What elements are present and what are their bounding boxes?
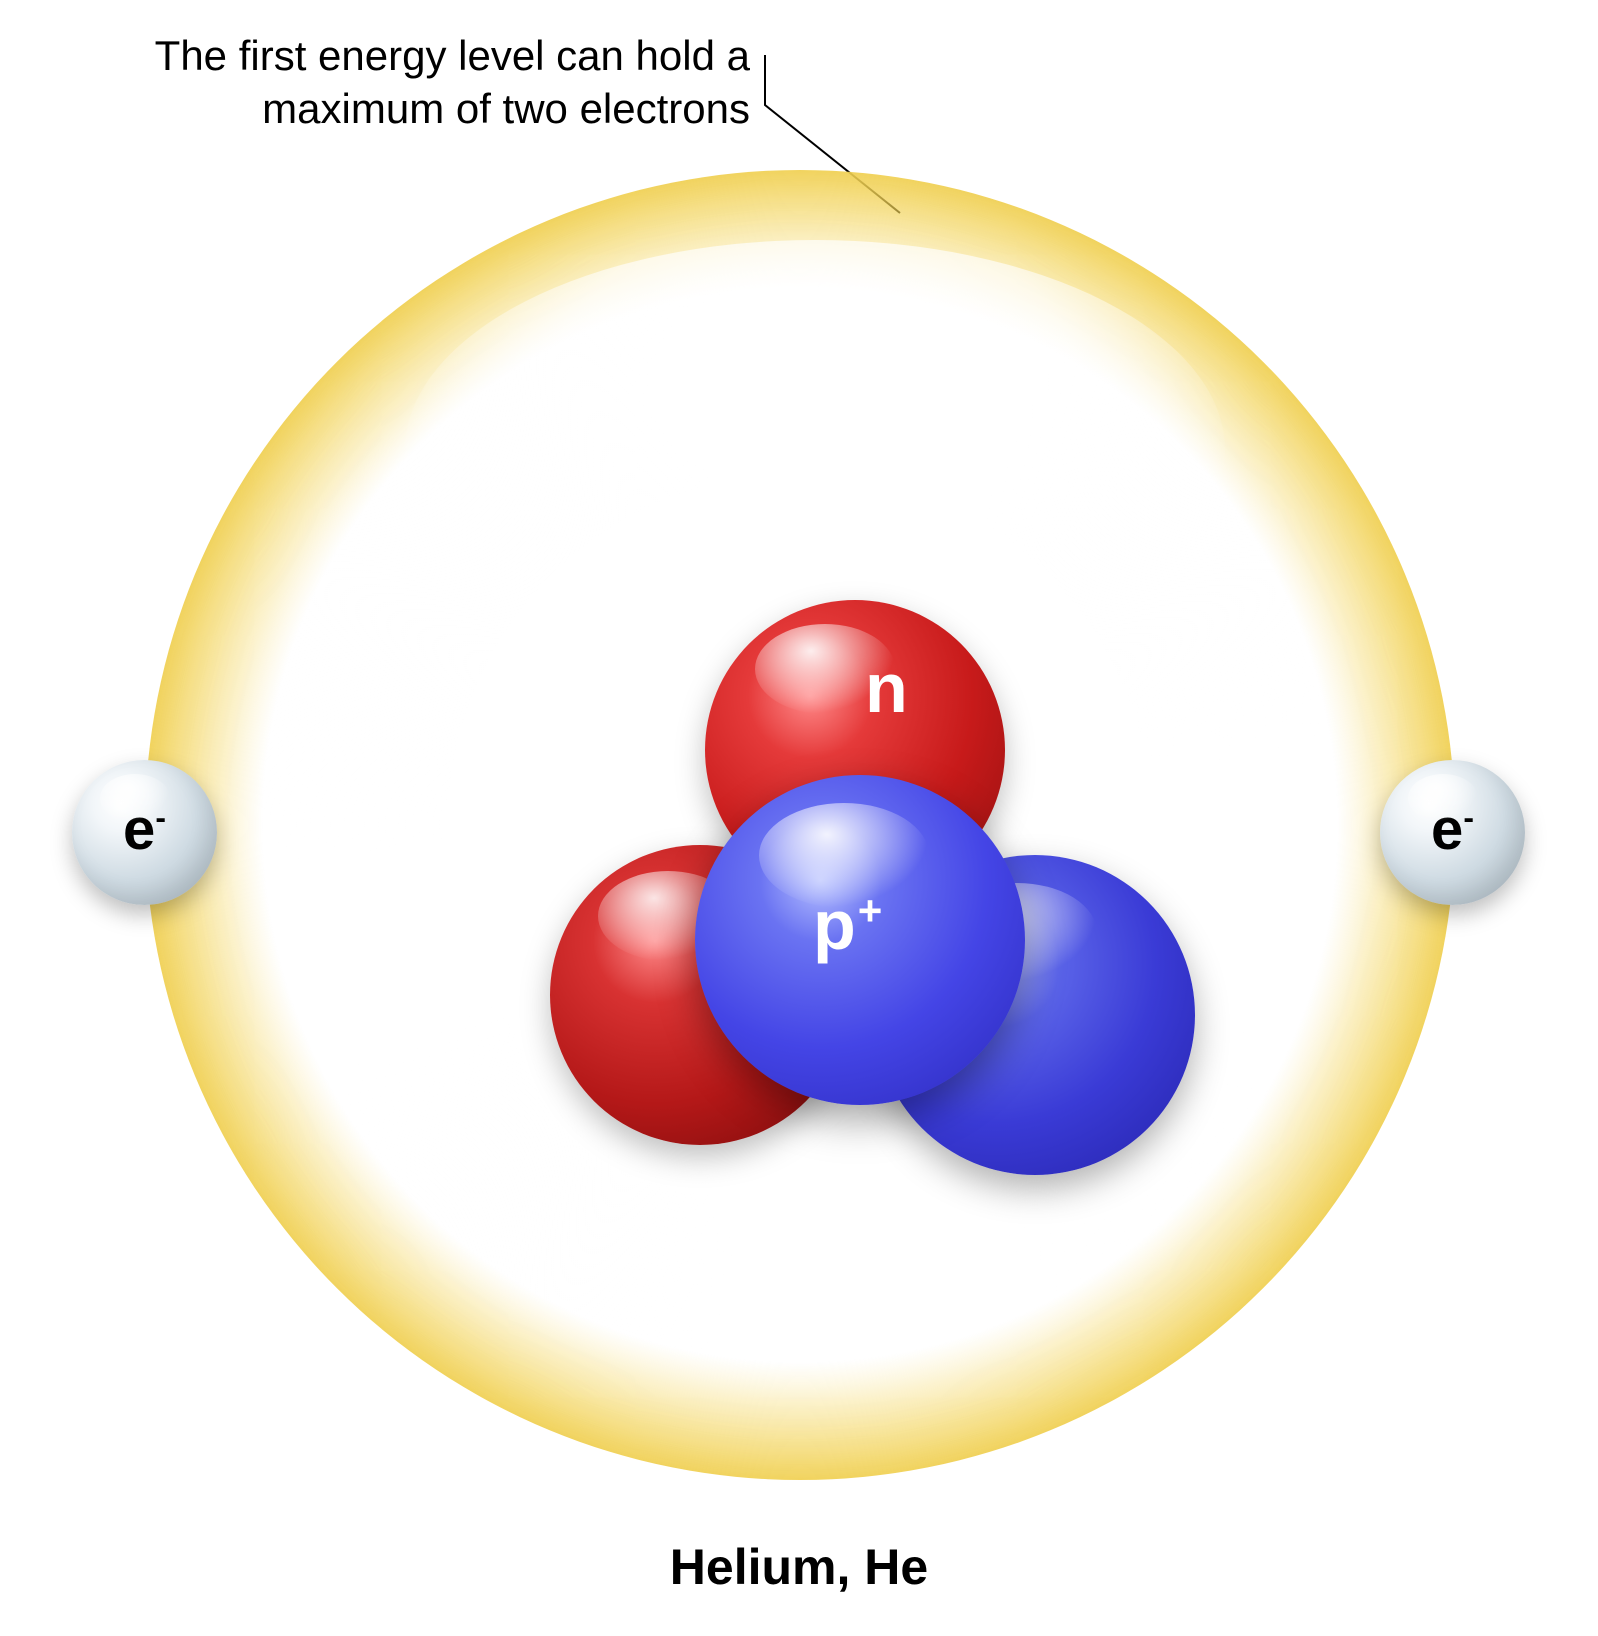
electron-right: e- [1380, 760, 1525, 905]
energy-level-annotation: The first energy level can hold a maximu… [130, 30, 750, 135]
electron-left: e- [72, 760, 217, 905]
electron-right-label-super: - [1463, 800, 1474, 836]
proton-label-text: p [813, 886, 856, 964]
electron-right-label-text: e [1431, 797, 1463, 862]
neutron-label: n [865, 648, 908, 728]
electron-left-label-super: - [155, 800, 166, 836]
electron-left-label: e- [72, 796, 217, 863]
element-caption: Helium, He [0, 1538, 1598, 1596]
proton-label-super: + [858, 887, 883, 934]
electron-right-label: e- [1380, 796, 1525, 863]
atom-stage: n p+ e- e- [60, 170, 1540, 1530]
proton-label: p+ [813, 885, 882, 965]
nucleus-cluster: n p+ [580, 620, 1200, 1240]
proton-front: p+ [695, 775, 1025, 1105]
diagram-container: The first energy level can hold a maximu… [0, 0, 1598, 1636]
electron-left-label-text: e [123, 797, 155, 862]
